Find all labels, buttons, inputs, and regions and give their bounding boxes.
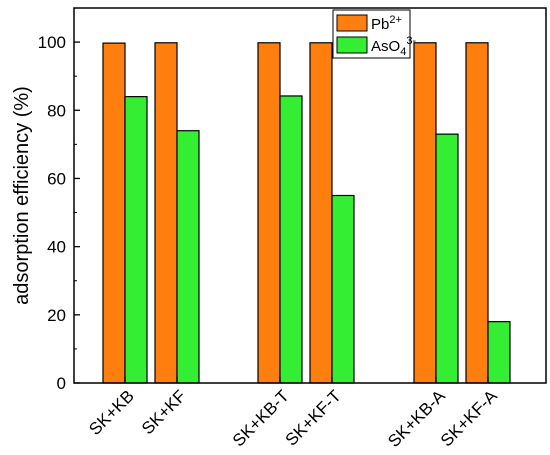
x-tick-label: SK+KF bbox=[138, 386, 190, 438]
y-axis: 0 20 40 60 80 100 bbox=[38, 33, 80, 393]
bar-aso4 bbox=[487, 321, 511, 384]
legend-swatch bbox=[336, 14, 368, 32]
legend-swatch bbox=[336, 36, 368, 54]
y-tick-label: 0 bbox=[57, 374, 66, 393]
bar-aso4 bbox=[176, 130, 200, 384]
bar-pb bbox=[257, 42, 281, 384]
legend-label: Pb2+ bbox=[371, 14, 402, 33]
legend-label-superscript: 2+ bbox=[389, 14, 402, 26]
y-tick-label: 80 bbox=[47, 101, 66, 120]
x-tick-label: SK+KB bbox=[85, 386, 138, 439]
legend-label-name: Pb bbox=[371, 16, 389, 33]
y-tick-label: 100 bbox=[38, 33, 66, 52]
bar-pb bbox=[465, 42, 489, 384]
legend-label-superscript: 3- bbox=[406, 35, 416, 47]
bar-aso4 bbox=[331, 194, 355, 384]
bar-aso4 bbox=[124, 96, 148, 384]
x-tick-label: SK+KF-A bbox=[437, 386, 501, 450]
x-tick-label: SK+KB-T bbox=[229, 386, 293, 450]
plot-frame bbox=[73, 7, 547, 384]
bar-aso4 bbox=[279, 95, 303, 384]
legend-label-subscript: 4 bbox=[400, 46, 406, 58]
y-tick-label: 60 bbox=[47, 169, 66, 188]
legend-label: AsO43- bbox=[371, 35, 416, 58]
bars-layer bbox=[102, 42, 511, 384]
legend: Pb2+ AsO43- bbox=[332, 9, 416, 59]
y-tick-label: 20 bbox=[47, 306, 66, 325]
legend-label-name: AsO bbox=[371, 38, 400, 55]
bar-pb bbox=[102, 42, 126, 384]
bar-pb bbox=[413, 42, 437, 384]
x-tick-label: SK+KB-A bbox=[384, 386, 449, 451]
y-axis-title: adsorption efficiency (%) bbox=[11, 86, 33, 305]
y-tick-label: 40 bbox=[47, 238, 66, 257]
x-axis: SK+KB SK+KF SK+KB-TSK+KF-T SK+KB-ASK+KF-A bbox=[85, 377, 501, 451]
x-tick-label: SK+KF-T bbox=[282, 386, 345, 449]
bar-aso4 bbox=[435, 133, 459, 384]
bar-pb bbox=[309, 42, 333, 384]
bar-pb bbox=[154, 42, 178, 384]
